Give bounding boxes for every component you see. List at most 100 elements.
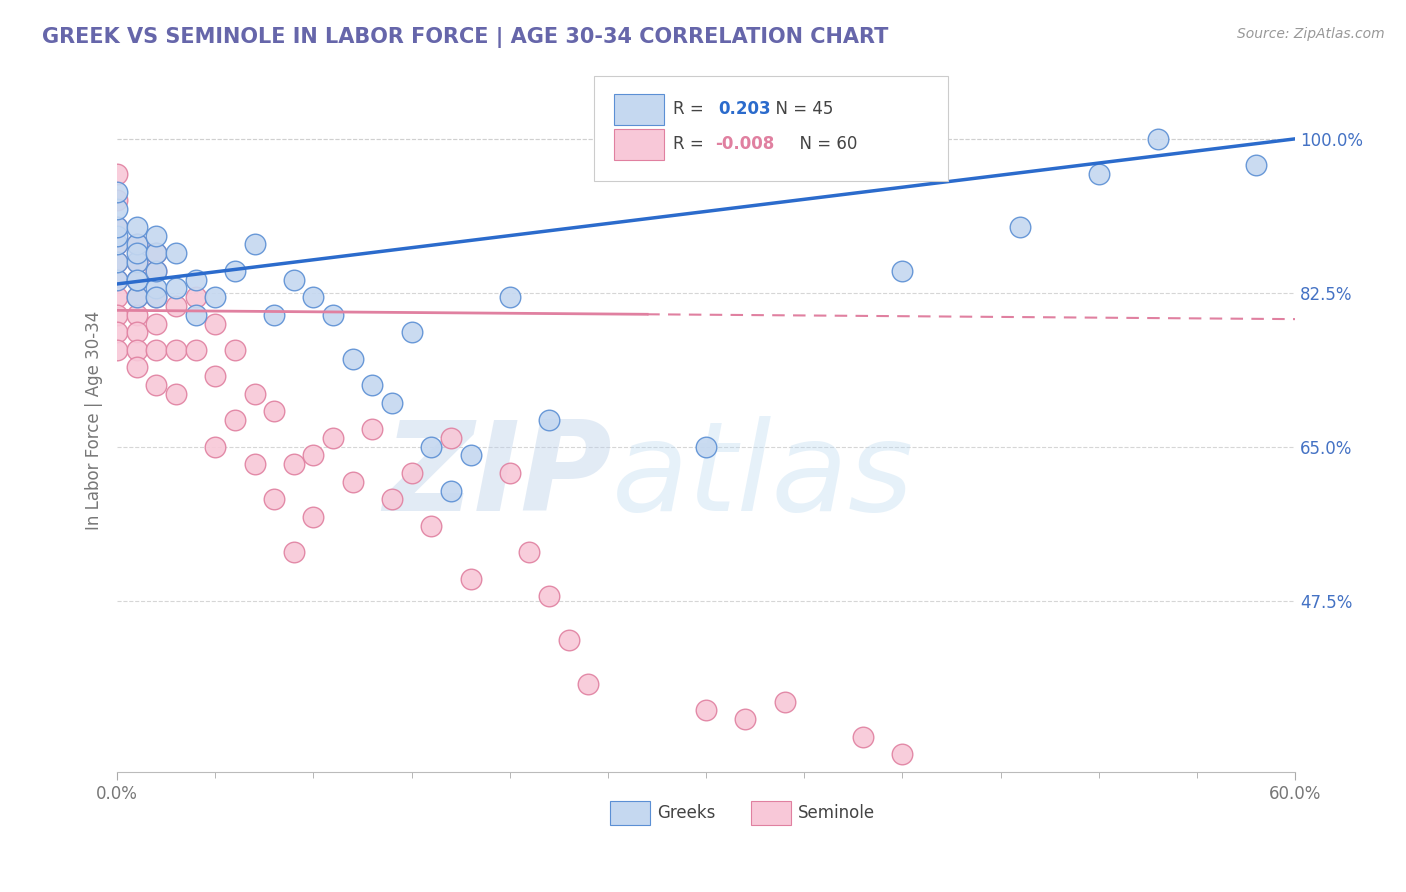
Point bbox=[184, 343, 207, 357]
Point bbox=[105, 272, 128, 286]
Point bbox=[695, 440, 717, 454]
Text: R =: R = bbox=[673, 136, 709, 153]
Point bbox=[224, 343, 246, 357]
Point bbox=[204, 369, 226, 384]
Point bbox=[125, 308, 148, 322]
Point bbox=[125, 290, 148, 304]
Point bbox=[243, 387, 266, 401]
Text: ZIP: ZIP bbox=[382, 416, 612, 537]
Point bbox=[125, 237, 148, 252]
Point bbox=[145, 228, 167, 243]
Point bbox=[342, 475, 364, 489]
Point bbox=[125, 272, 148, 286]
Text: GREEK VS SEMINOLE IN LABOR FORCE | AGE 30-34 CORRELATION CHART: GREEK VS SEMINOLE IN LABOR FORCE | AGE 3… bbox=[42, 27, 889, 48]
Point bbox=[519, 545, 541, 559]
Point bbox=[125, 272, 148, 286]
Point bbox=[145, 246, 167, 260]
Point bbox=[204, 317, 226, 331]
Point bbox=[557, 633, 579, 648]
Point bbox=[460, 449, 482, 463]
Text: N = 60: N = 60 bbox=[789, 136, 856, 153]
Point bbox=[773, 695, 796, 709]
Point bbox=[105, 272, 128, 286]
Point bbox=[342, 351, 364, 366]
Point bbox=[105, 237, 128, 252]
Point bbox=[734, 712, 756, 726]
Y-axis label: In Labor Force | Age 30-34: In Labor Force | Age 30-34 bbox=[86, 310, 103, 530]
Point bbox=[361, 422, 384, 436]
Point bbox=[302, 449, 325, 463]
Point bbox=[105, 290, 128, 304]
Point bbox=[105, 185, 128, 199]
Point bbox=[105, 194, 128, 208]
Point bbox=[145, 343, 167, 357]
Point bbox=[440, 431, 463, 445]
Point bbox=[105, 219, 128, 234]
Point bbox=[695, 703, 717, 717]
Point bbox=[263, 492, 285, 507]
Point bbox=[125, 237, 148, 252]
Point bbox=[381, 492, 404, 507]
Text: -0.008: -0.008 bbox=[716, 136, 775, 153]
Point bbox=[891, 264, 914, 278]
Point bbox=[105, 219, 128, 234]
Point bbox=[165, 343, 187, 357]
FancyBboxPatch shape bbox=[614, 129, 664, 160]
Point bbox=[145, 290, 167, 304]
Point bbox=[283, 457, 305, 471]
Point bbox=[401, 466, 423, 480]
Point bbox=[1244, 158, 1267, 172]
Point bbox=[302, 290, 325, 304]
Point bbox=[125, 326, 148, 340]
Point bbox=[576, 677, 599, 691]
Point bbox=[420, 518, 443, 533]
Point bbox=[1010, 219, 1032, 234]
Point bbox=[105, 228, 128, 243]
Point bbox=[322, 431, 344, 445]
Text: Source: ZipAtlas.com: Source: ZipAtlas.com bbox=[1237, 27, 1385, 41]
Point bbox=[283, 545, 305, 559]
FancyBboxPatch shape bbox=[595, 76, 948, 181]
Point bbox=[361, 378, 384, 392]
Point bbox=[105, 255, 128, 269]
Point bbox=[105, 237, 128, 252]
Point bbox=[145, 264, 167, 278]
Point bbox=[381, 395, 404, 409]
Point bbox=[401, 326, 423, 340]
Point bbox=[145, 317, 167, 331]
Point bbox=[499, 290, 522, 304]
Point bbox=[125, 272, 148, 286]
Point bbox=[1087, 167, 1109, 181]
Point bbox=[125, 246, 148, 260]
Point bbox=[263, 404, 285, 418]
Text: N = 45: N = 45 bbox=[765, 100, 834, 119]
Point bbox=[538, 589, 561, 603]
Point bbox=[125, 219, 148, 234]
Point bbox=[145, 378, 167, 392]
Point bbox=[105, 343, 128, 357]
Point bbox=[165, 281, 187, 295]
Point bbox=[852, 730, 875, 744]
Point bbox=[460, 572, 482, 586]
Point bbox=[184, 290, 207, 304]
Point bbox=[204, 440, 226, 454]
Text: Seminole: Seminole bbox=[799, 804, 875, 822]
Point bbox=[125, 360, 148, 375]
Point bbox=[125, 255, 148, 269]
Point bbox=[105, 255, 128, 269]
Point bbox=[243, 457, 266, 471]
Text: 0.203: 0.203 bbox=[718, 100, 770, 119]
Point bbox=[145, 246, 167, 260]
Point bbox=[243, 237, 266, 252]
Text: atlas: atlas bbox=[612, 416, 914, 537]
FancyBboxPatch shape bbox=[751, 801, 792, 825]
Point bbox=[165, 387, 187, 401]
Point bbox=[125, 255, 148, 269]
Point bbox=[105, 308, 128, 322]
Point bbox=[420, 440, 443, 454]
Point bbox=[538, 413, 561, 427]
Point bbox=[184, 272, 207, 286]
Point bbox=[145, 290, 167, 304]
Point bbox=[283, 272, 305, 286]
Point bbox=[263, 308, 285, 322]
